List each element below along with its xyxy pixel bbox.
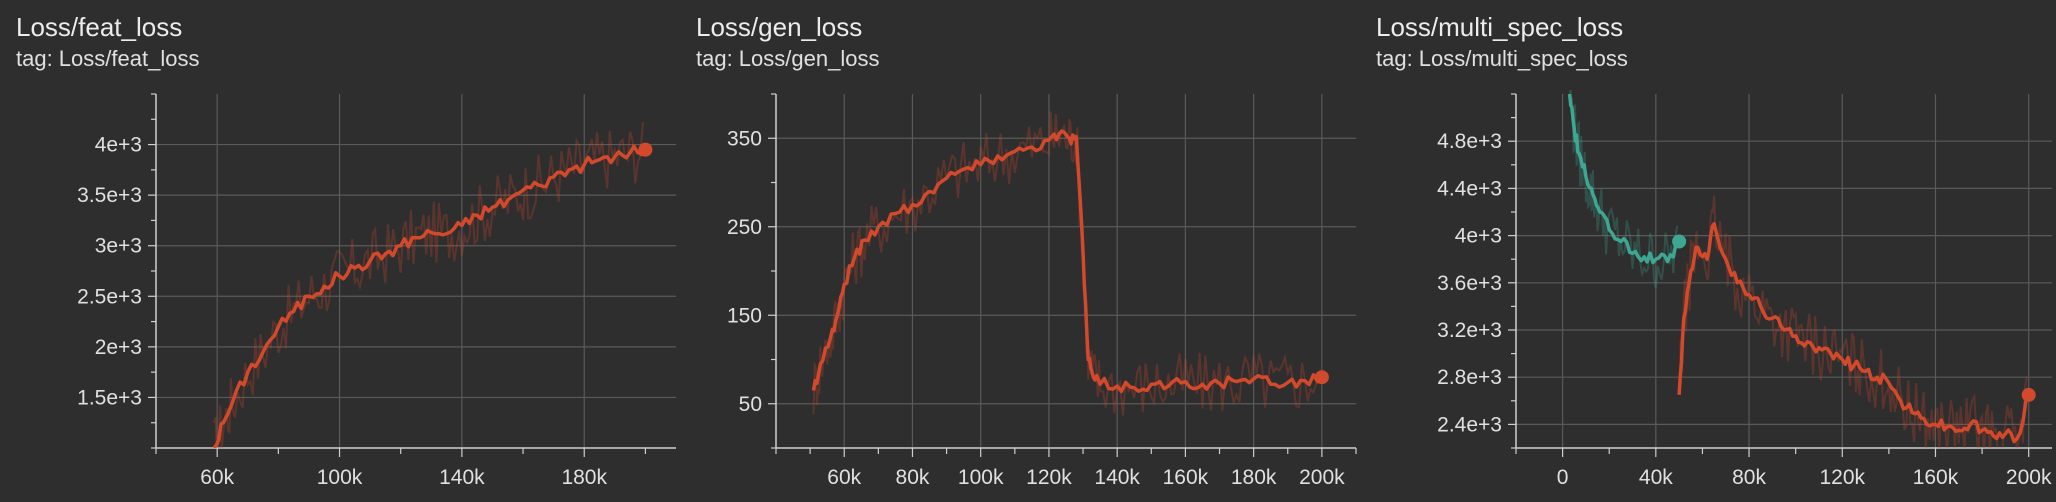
series-line bbox=[811, 129, 1324, 394]
series-raw-line bbox=[812, 111, 1320, 416]
x-tick-label: 180k bbox=[561, 466, 607, 489]
y-tick-label: 2.4e+3 bbox=[1437, 413, 1502, 436]
series-line bbox=[212, 144, 647, 448]
y-tick-label: 350 bbox=[727, 127, 762, 150]
chart-tag: tag: Loss/gen_loss bbox=[696, 46, 880, 71]
x-tick-label: 80k bbox=[1732, 466, 1766, 489]
series-group bbox=[1567, 90, 2031, 448]
chart-card-multi-spec-loss: Loss/multi_spec_loss tag: Loss/multi_spe… bbox=[1360, 0, 2056, 502]
x-tick-label: 160k bbox=[1913, 466, 1959, 489]
x-tick-label: 60k bbox=[827, 466, 861, 489]
y-tick-label: 2.5e+3 bbox=[77, 285, 142, 308]
y-tick-label: 3.2e+3 bbox=[1437, 319, 1502, 342]
x-tick-label: 120k bbox=[1819, 466, 1865, 489]
series-raw-line bbox=[213, 122, 644, 448]
y-tick-label: 3e+3 bbox=[95, 235, 142, 258]
series-endpoint-marker bbox=[1672, 234, 1687, 249]
x-tick-label: 80k bbox=[896, 466, 930, 489]
series-line bbox=[1677, 222, 2031, 444]
chart-card-gen-loss: Loss/gen_loss tag: Loss/gen_loss 50 150 25… bbox=[680, 0, 1360, 502]
y-tick-label: 4e+3 bbox=[1455, 225, 1502, 248]
chart-tag: tag: Loss/multi_spec_loss bbox=[1376, 46, 1628, 71]
series-line bbox=[1567, 93, 1680, 265]
y-tick-label: 3.5e+3 bbox=[77, 184, 142, 207]
x-tick-label: 100k bbox=[317, 466, 363, 489]
x-tick-label: 200k bbox=[2006, 466, 2052, 489]
series-group bbox=[811, 111, 1324, 416]
chart-plot-gen-loss[interactable]: 50 150 250 350 60k 80k 100k 120k 140k 160k 180k 200… bbox=[680, 0, 1360, 502]
series-raw-line bbox=[1678, 195, 2028, 448]
series-raw-line bbox=[1568, 90, 1679, 289]
chart-title: Loss/multi_spec_loss bbox=[1376, 12, 1624, 42]
y-tick-label: 4e+3 bbox=[95, 134, 142, 157]
x-tick-label: 0 bbox=[1557, 466, 1569, 489]
chart-tag: tag: Loss/feat_loss bbox=[16, 46, 200, 71]
chart-plot-feat-loss[interactable]: 1.5e+3 2e+3 2.5e+3 3e+3 3.5e+3 4e+3 60k 100k 140… bbox=[0, 0, 680, 502]
series-group bbox=[212, 122, 647, 448]
y-tick-label: 50 bbox=[739, 393, 762, 416]
x-tick-label: 160k bbox=[1163, 466, 1209, 489]
y-tick-label: 250 bbox=[727, 216, 762, 239]
x-tick-label: 140k bbox=[439, 466, 485, 489]
y-tick-label: 2e+3 bbox=[95, 336, 142, 359]
y-tick-label: 1.5e+3 bbox=[77, 386, 142, 409]
x-tick-label: 120k bbox=[1026, 466, 1072, 489]
y-tick-label: 4.4e+3 bbox=[1437, 177, 1502, 200]
x-tick-label: 100k bbox=[958, 466, 1004, 489]
series-endpoint-marker bbox=[2021, 387, 2036, 402]
series-endpoint-marker bbox=[638, 142, 653, 157]
series-endpoint-marker bbox=[1314, 370, 1329, 385]
y-tick-label: 3.6e+3 bbox=[1437, 272, 1502, 295]
y-tick-label: 150 bbox=[727, 304, 762, 327]
chart-card-feat-loss: Loss/feat_loss tag: Loss/feat_loss 1.5e+… bbox=[0, 0, 680, 502]
y-tick-label: 4.8e+3 bbox=[1437, 130, 1502, 153]
x-tick-label: 180k bbox=[1231, 466, 1277, 489]
chart-title: Loss/feat_loss bbox=[16, 12, 183, 42]
x-tick-label: 40k bbox=[1639, 466, 1673, 489]
x-tick-label: 60k bbox=[200, 466, 234, 489]
chart-title: Loss/gen_loss bbox=[696, 12, 863, 42]
y-tick-label: 2.8e+3 bbox=[1437, 366, 1502, 389]
chart-plot-multi-spec-loss[interactable]: 2.4e+3 2.8e+3 3.2e+3 3.6e+3 4e+3 4.4e+3 4.8e+3… bbox=[1360, 0, 2056, 502]
x-tick-label: 200k bbox=[1299, 466, 1345, 489]
x-tick-label: 140k bbox=[1094, 466, 1140, 489]
